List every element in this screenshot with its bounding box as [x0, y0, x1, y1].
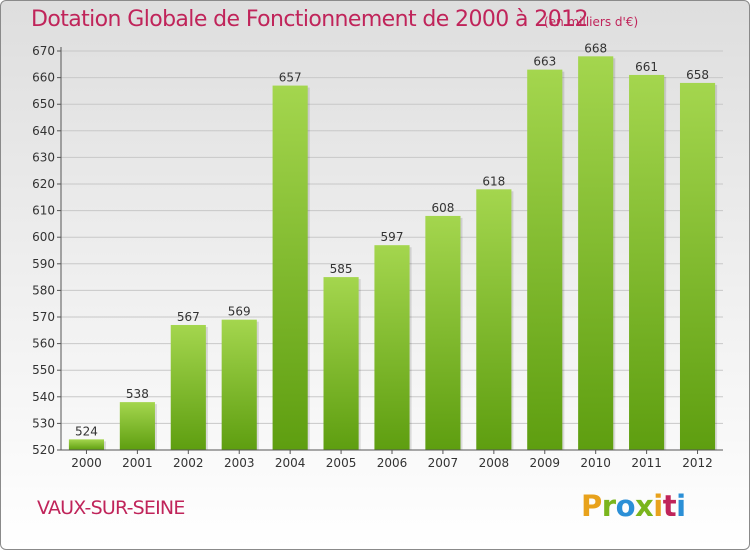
y-tick-label: 590: [32, 257, 55, 271]
bar-2001: [119, 402, 155, 450]
bar-value-label: 668: [584, 41, 607, 55]
x-tick-label: 2000: [71, 456, 102, 470]
bar-value-label: 661: [635, 60, 658, 74]
logo-letter: o: [615, 489, 636, 523]
bar-2008: [476, 189, 512, 450]
y-tick-label: 520: [32, 443, 55, 457]
y-tick-label: 620: [32, 177, 55, 191]
x-tick-label: 2006: [377, 456, 408, 470]
y-tick-label: 650: [32, 97, 55, 111]
axes: 520 530 540 550 560 570 580 590 600 610 620 630 640 6…: [32, 44, 723, 470]
bar-value-label: 567: [177, 310, 200, 324]
proxiti-logo[interactable]: Proxiti: [581, 489, 686, 523]
bar-2003: [221, 319, 257, 450]
x-tick-label: 2008: [479, 456, 510, 470]
bar-value-label: 663: [533, 55, 556, 69]
y-tick-label: 530: [32, 416, 55, 430]
logo-letter: P: [581, 489, 602, 523]
bar-2011: [629, 74, 665, 450]
bar-2006: [374, 245, 410, 450]
x-tick-label: 2004: [275, 456, 306, 470]
x-tick-label: 2002: [173, 456, 204, 470]
bar-value-label: 569: [228, 305, 251, 319]
x-tick-label: 2001: [122, 456, 153, 470]
y-tick-label: 540: [32, 390, 55, 404]
y-tick-label: 630: [32, 150, 55, 164]
bar-2010: [578, 56, 614, 450]
logo-letter: i: [653, 489, 663, 523]
y-tick-label: 600: [32, 230, 55, 244]
y-tick-label: 610: [32, 204, 55, 218]
bar-2004: [272, 85, 308, 450]
x-tick-label: 2012: [682, 456, 713, 470]
x-tick-label: 2003: [224, 456, 255, 470]
y-tick-label: 560: [32, 337, 55, 351]
y-tick-label: 640: [32, 124, 55, 138]
bar-value-label: 597: [381, 230, 404, 244]
bar-2012: [679, 82, 716, 451]
bar-value-label: 524: [75, 424, 98, 438]
y-tick-label: 670: [32, 44, 55, 58]
bar-value-label: 657: [279, 71, 302, 85]
chart-subtitle: (en milliers d'€): [544, 15, 639, 29]
bar-value-label: 658: [686, 68, 709, 82]
chart-title: Dotation Globale de Fonctionnement de 20…: [31, 7, 589, 32]
y-tick-label: 550: [32, 363, 55, 377]
bar-2000: [68, 439, 105, 450]
bar-2002: [170, 324, 206, 450]
bar-2007: [425, 215, 461, 450]
y-tick-label: 660: [32, 71, 55, 85]
x-tick-label: 2010: [580, 456, 611, 470]
bar-2009: [527, 69, 563, 451]
logo-letter: i: [676, 489, 686, 523]
x-tick-label: 2005: [326, 456, 357, 470]
x-tick-label: 2009: [529, 456, 560, 470]
logo-letter: x: [635, 489, 654, 523]
logo-letter: r: [601, 489, 616, 523]
bar-value-label: 618: [482, 174, 505, 188]
bar-value-label: 608: [431, 201, 454, 215]
x-tick-label: 2007: [428, 456, 459, 470]
bar-value-label: 538: [126, 387, 149, 401]
y-tick-label: 570: [32, 310, 55, 324]
logo-letter: t: [662, 489, 677, 523]
bar-2005: [323, 277, 359, 450]
bar-value-label: 585: [330, 262, 353, 276]
y-tick-label: 580: [32, 283, 55, 297]
x-tick-label: 2011: [631, 456, 662, 470]
bars: 524 538 567 569 657 585 597 608 618 663 668 661 658: [68, 41, 718, 451]
commune-name: VAUX-SUR-SEINE: [37, 497, 185, 519]
